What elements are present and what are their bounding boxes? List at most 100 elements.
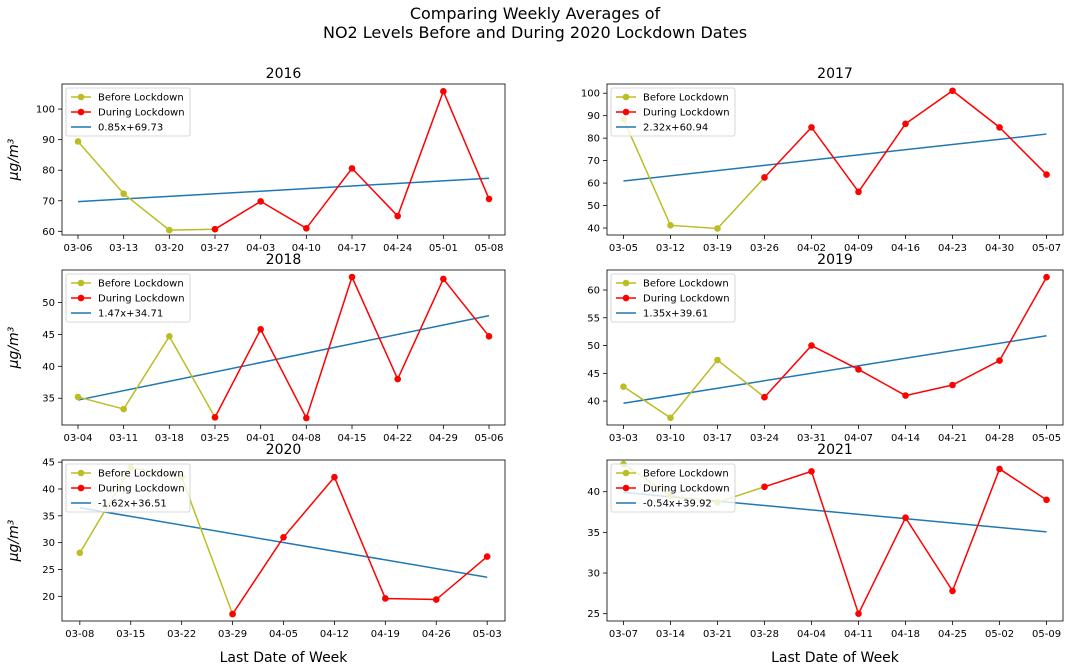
x-tick-label: 03-27 (200, 243, 229, 254)
during-lockdown-point (303, 414, 310, 422)
y-tick-label: 90 (587, 111, 600, 122)
y-tick-label: 80 (42, 166, 55, 177)
x-tick-label: 04-09 (844, 243, 873, 254)
before-lockdown-point (120, 405, 127, 413)
during-lockdown-point (348, 273, 356, 281)
legend: Before Lockdown During Lockdown -1.62x+36.… (65, 463, 191, 513)
y-tick-label: 60 (587, 286, 600, 297)
x-tick-label: 03-25 (200, 433, 229, 444)
legend-before-lockdown-marker (622, 279, 630, 287)
y-tick-label: 45 (587, 369, 600, 380)
during-lockdown-point (902, 392, 909, 399)
x-tick-label: 03-03 (609, 433, 638, 444)
during-lockdown-point (996, 465, 1003, 473)
legend-before-lockdown-label: Before Lockdown (98, 469, 184, 480)
x-tick-label: 04-11 (844, 629, 873, 640)
before-lockdown-point (166, 226, 173, 234)
series-area (620, 87, 1050, 232)
during-lockdown-point (483, 553, 491, 560)
x-tick-label: 03-05 (609, 243, 638, 254)
during-lockdown-point (440, 88, 447, 95)
during-lockdown-point (996, 357, 1003, 364)
x-tick-label: 05-01 (429, 243, 458, 254)
y-tick-label: 25 (42, 565, 55, 576)
during-lockdown-point (485, 333, 493, 340)
during-lockdown-point (855, 366, 862, 373)
x-tick-label: 03-04 (63, 433, 92, 444)
legend-during-lockdown-label: During Lockdown (643, 484, 730, 495)
during-lockdown-point (949, 381, 956, 389)
during-lockdown-point (382, 595, 389, 602)
x-tick-label: 04-12 (320, 629, 349, 640)
trend-line (79, 506, 488, 579)
during-lockdown-point (331, 473, 338, 481)
x-tick-label: 05-05 (1032, 433, 1061, 444)
y-tick-label: 55 (587, 313, 600, 324)
during-lockdown-point (280, 533, 287, 541)
before-lockdown-point (76, 549, 84, 557)
legend-during-lockdown-marker (77, 108, 85, 116)
subplot-title: 2019 (817, 252, 853, 268)
legend-box (65, 87, 191, 137)
x-tick-label: 03-19 (703, 243, 732, 254)
series-area (74, 273, 493, 422)
during-lockdown-point (761, 483, 768, 491)
x-tick-label: 04-02 (797, 243, 826, 254)
legend: Before Lockdown During Lockdown 0.85x+69.7… (65, 87, 191, 137)
before-lockdown-point (667, 222, 674, 229)
before-lockdown-point (714, 225, 721, 232)
during-lockdown-point (949, 587, 956, 595)
before-lockdown-line (623, 358, 765, 419)
legend-trend-label: 2.32x+60.94 (643, 123, 708, 134)
subplot-title: 2020 (266, 442, 302, 458)
y-tick-label: 40 (587, 487, 600, 498)
during-lockdown-point (1043, 496, 1050, 504)
before-lockdown-point (120, 190, 127, 198)
y-tick-label: 35 (587, 528, 600, 539)
during-lockdown-point (432, 596, 440, 603)
y-tick-label: 50 (42, 298, 55, 309)
x-tick-label: 04-22 (383, 433, 412, 444)
trend-line (77, 177, 490, 203)
legend-during-lockdown-label: During Lockdown (98, 294, 185, 305)
legend-box (610, 463, 736, 513)
x-tick-label: 05-03 (473, 629, 502, 640)
legend-before-lockdown-marker (77, 93, 85, 101)
legend-during-lockdown-label: During Lockdown (643, 108, 730, 119)
x-tick-label: 04-15 (337, 433, 366, 444)
legend-trend-label: -1.62x+36.51 (98, 499, 167, 510)
x-tick-label: 04-14 (891, 433, 920, 444)
during-lockdown-point (394, 212, 401, 220)
during-lockdown-point (485, 195, 493, 203)
trend-line (623, 335, 1047, 405)
x-tick-label: 04-30 (985, 243, 1014, 254)
legend-before-lockdown-label: Before Lockdown (98, 93, 184, 104)
during-lockdown-point (902, 120, 909, 128)
legend-during-lockdown-marker (77, 484, 85, 492)
x-tick-label: 04-05 (269, 629, 298, 640)
y-axis-label: μg/m³ (6, 138, 22, 181)
x-tick-label: 03-13 (109, 243, 138, 254)
during-lockdown-line (763, 276, 1048, 398)
x-tick-label: 03-06 (63, 243, 92, 254)
x-tick-label: 03-20 (155, 243, 184, 254)
legend-trend-label: 0.85x+69.73 (98, 123, 163, 134)
before-lockdown-point (166, 333, 173, 340)
y-tick-label: 100 (581, 89, 600, 100)
during-lockdown-line (763, 89, 1048, 194)
axes-frame (61, 269, 506, 426)
before-lockdown-point (74, 138, 82, 145)
y-tick-label: 100 (36, 105, 55, 116)
x-tick-label: 04-18 (891, 629, 920, 640)
during-lockdown-point (211, 225, 219, 233)
y-axis-label: μg/m³ (6, 326, 22, 369)
x-tick-label: 03-15 (116, 629, 145, 640)
legend-during-lockdown-label: During Lockdown (98, 484, 185, 495)
legend-box (610, 87, 736, 137)
x-tick-label: 04-23 (938, 243, 967, 254)
subplot-2018: 2018 35 40 45 50 03-04 03-11 03-18 03-25 04-01 04-… (6, 252, 506, 444)
series-area (620, 273, 1050, 422)
y-tick-label: 70 (587, 156, 600, 167)
